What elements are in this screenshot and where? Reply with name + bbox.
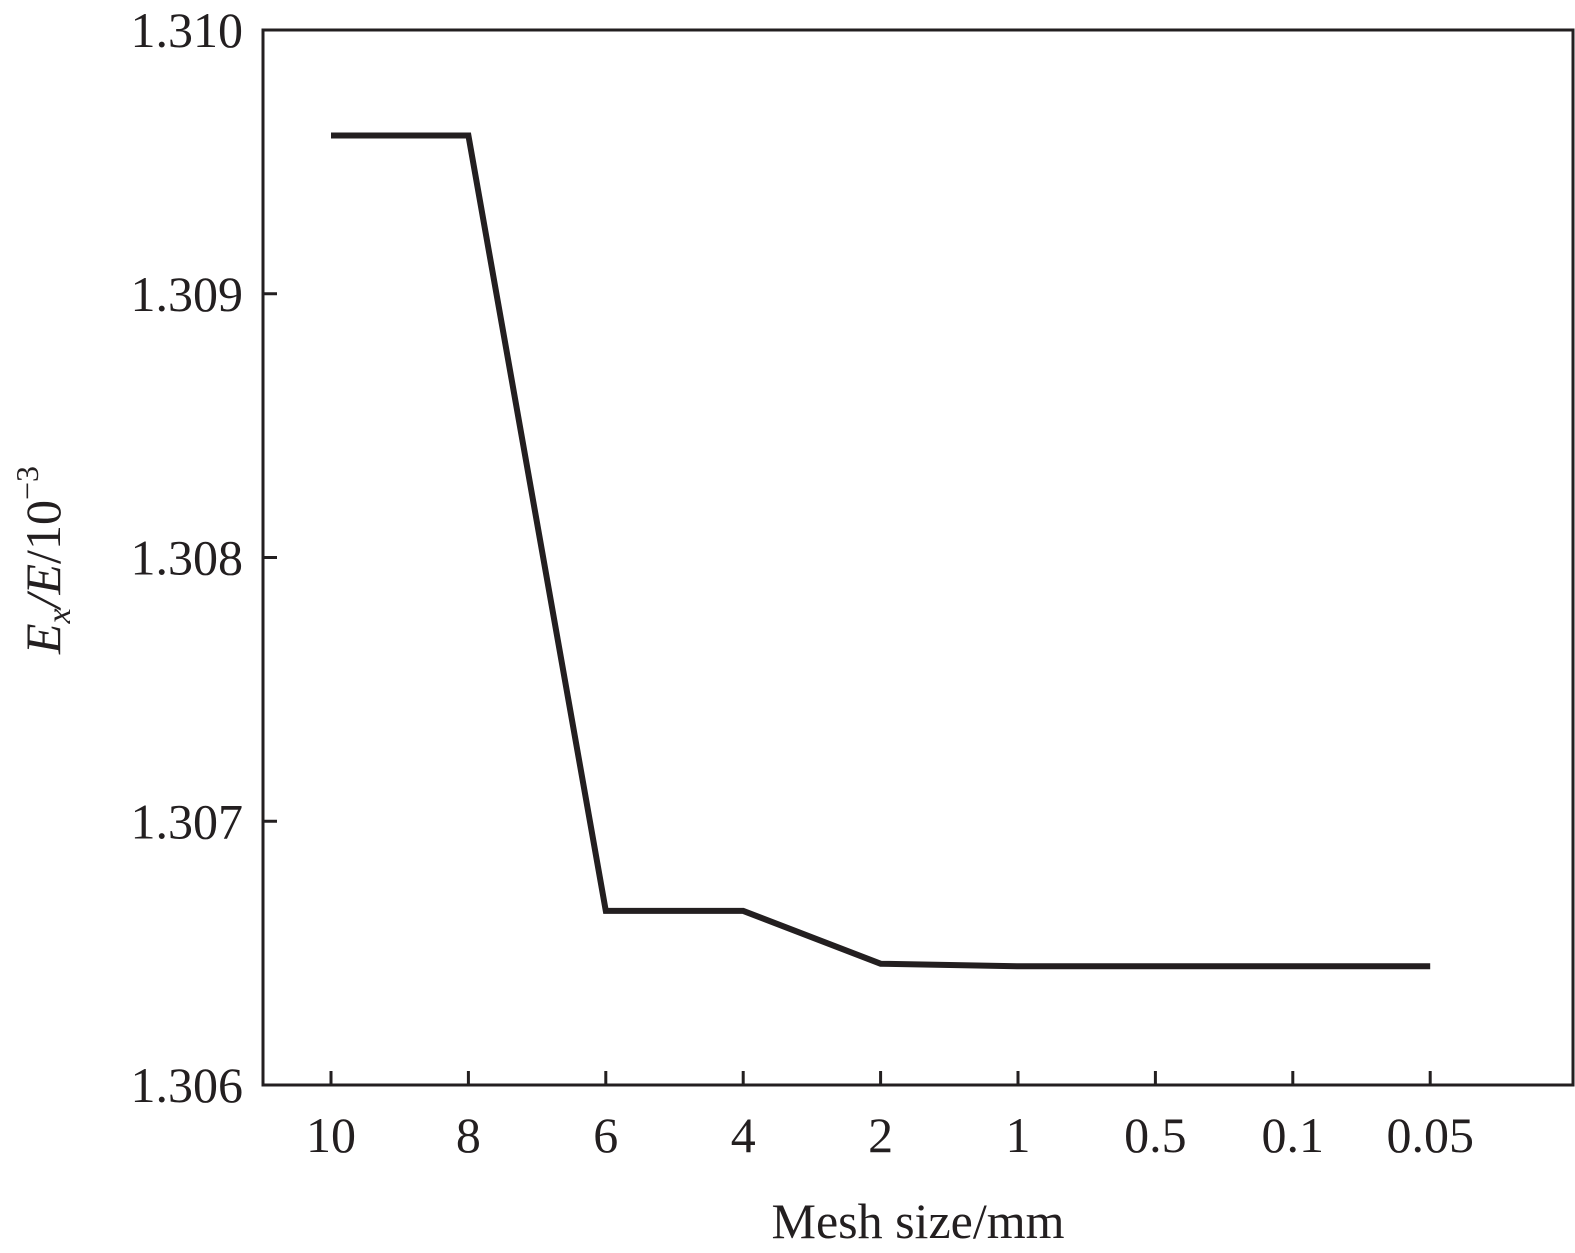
x-tick-label: 6: [593, 1107, 618, 1163]
x-tick-label: 1: [1006, 1107, 1031, 1163]
y-axis-ticks: 1.306 1.307 1.308 1.309 1.310: [131, 2, 277, 1113]
y-tick-label: 1.307: [131, 793, 244, 849]
x-tick-label: 10: [306, 1107, 356, 1163]
x-axis-ticks: 10 8 6 4 2 1 0.5 0.1 0.05: [306, 1071, 1474, 1163]
y-axis-title-rest-e: /E: [15, 564, 71, 611]
y-axis-title-e: E: [15, 623, 71, 655]
x-tick-label: 4: [731, 1107, 756, 1163]
x-tick-label: 2: [868, 1107, 893, 1163]
y-tick-label: 1.306: [131, 1057, 244, 1113]
series-line: [331, 132, 1431, 970]
x-tick-label: 0.05: [1386, 1107, 1474, 1163]
x-tick-label: 8: [456, 1107, 481, 1163]
y-axis-title-sub: x: [41, 608, 78, 624]
y-tick-label: 1.310: [131, 2, 244, 58]
y-axis-title: Ex/E/10−3: [9, 466, 78, 655]
x-tick-label: 0.1: [1262, 1107, 1325, 1163]
y-tick-label: 1.308: [131, 530, 244, 586]
y-tick-label: 1.309: [131, 266, 244, 322]
y-axis-title-rest: /10: [15, 500, 71, 564]
y-axis-title-sup: −3: [9, 466, 45, 500]
x-axis-title: Mesh size/mm: [771, 1193, 1064, 1249]
plot-frame: [261, 28, 1575, 1087]
x-tick-label: 0.5: [1124, 1107, 1187, 1163]
